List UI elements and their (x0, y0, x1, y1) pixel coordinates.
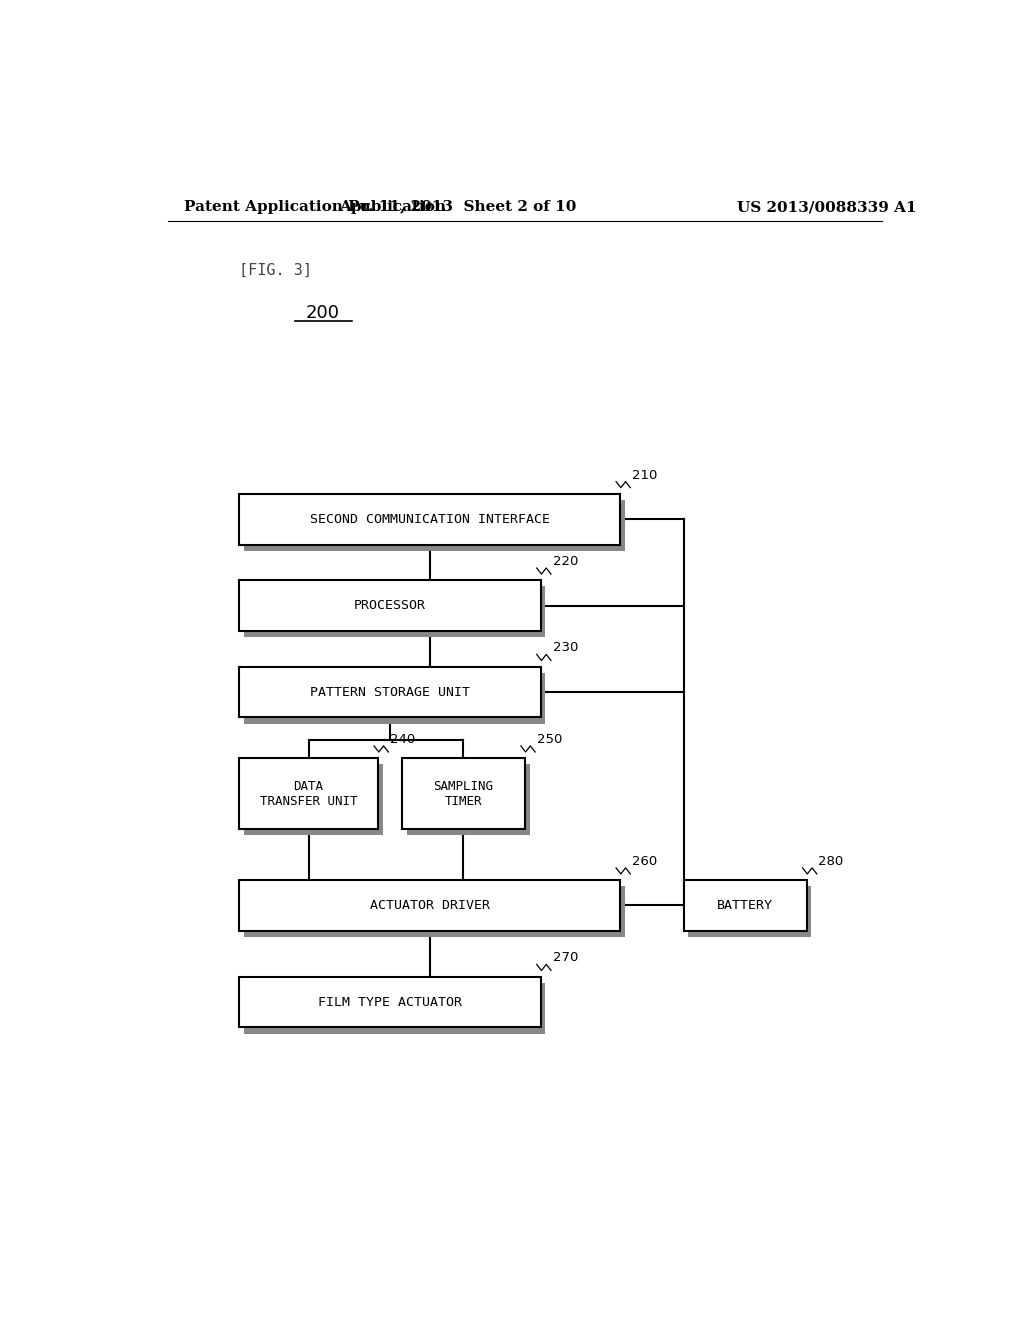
Text: 280: 280 (818, 855, 844, 867)
Text: DATA
TRANSFER UNIT: DATA TRANSFER UNIT (260, 780, 357, 808)
Bar (401, 758, 524, 829)
Text: PATTERN STORAGE UNIT: PATTERN STORAGE UNIT (310, 685, 470, 698)
Text: 200: 200 (305, 304, 339, 322)
Text: PROCESSOR: PROCESSOR (354, 599, 426, 612)
Text: ACTUATOR DRIVER: ACTUATOR DRIVER (370, 899, 489, 912)
Text: SAMPLING
TIMER: SAMPLING TIMER (433, 780, 494, 808)
Text: BATTERY: BATTERY (717, 899, 773, 912)
Bar (244, 673, 546, 723)
Text: Apr. 11, 2013  Sheet 2 of 10: Apr. 11, 2013 Sheet 2 of 10 (339, 201, 577, 214)
Bar (240, 667, 541, 718)
Bar (240, 758, 378, 829)
Text: US 2013/0088339 A1: US 2013/0088339 A1 (736, 201, 916, 214)
Text: FILM TYPE ACTUATOR: FILM TYPE ACTUATOR (317, 995, 462, 1008)
Bar (244, 586, 546, 638)
Bar (240, 977, 541, 1027)
Bar (688, 886, 811, 937)
Bar (244, 500, 625, 550)
Text: 270: 270 (553, 952, 578, 965)
Text: 220: 220 (553, 554, 578, 568)
Bar (240, 494, 621, 545)
Bar (407, 764, 529, 836)
Text: Patent Application Publication: Patent Application Publication (183, 201, 445, 214)
Bar (244, 764, 383, 836)
Text: 210: 210 (632, 469, 657, 482)
Bar (684, 880, 807, 931)
Text: 230: 230 (553, 642, 578, 655)
Text: 260: 260 (632, 855, 657, 867)
Text: [FIG. 3]: [FIG. 3] (240, 263, 312, 277)
Bar (244, 886, 625, 937)
Text: 250: 250 (537, 733, 562, 746)
Bar (240, 880, 621, 931)
Bar (244, 982, 546, 1034)
Text: 240: 240 (390, 733, 415, 746)
Text: SECOND COMMUNICATION INTERFACE: SECOND COMMUNICATION INTERFACE (309, 512, 550, 525)
Bar (240, 581, 541, 631)
